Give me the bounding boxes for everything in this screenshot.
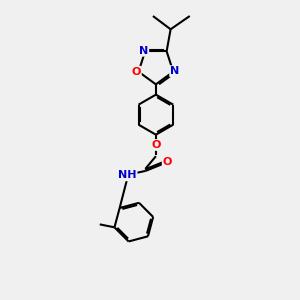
Text: N: N	[139, 46, 148, 56]
Text: O: O	[151, 140, 160, 150]
Text: N: N	[170, 66, 179, 76]
Text: O: O	[131, 67, 141, 77]
Text: O: O	[163, 158, 172, 167]
Text: NH: NH	[118, 170, 136, 180]
